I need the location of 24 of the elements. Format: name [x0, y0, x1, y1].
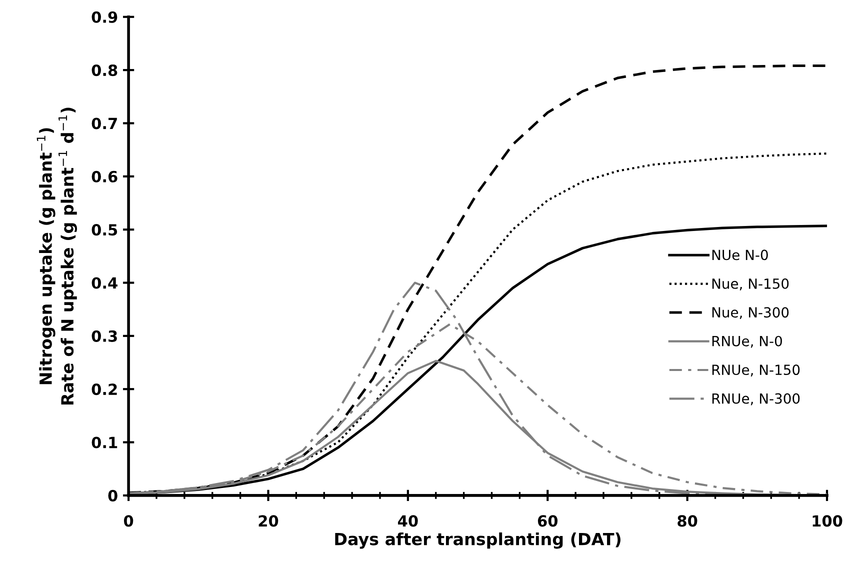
legend-label: Nue, N-300 — [712, 307, 789, 320]
y-tick-label: 0.6 — [92, 170, 118, 182]
x-tick-label: 20 — [258, 515, 278, 527]
legend-label: Nue, N-150 — [712, 278, 789, 290]
legend-label: RNUe, N-0 — [712, 336, 782, 348]
text: Nitrogen uptake (g plant$^{−1}$) Rate of N uptake (g plant$^{−1}$ d$^{−1}$) — [36, 108, 77, 404]
x-axis-title: Days after transplanting (DAT) — [335, 532, 620, 549]
y-tick-label: 0.2 — [92, 384, 117, 396]
y-tick-label: 0.8 — [92, 64, 118, 76]
legend-label: NUe N-0 — [712, 250, 768, 260]
x-tick-label: 40 — [398, 515, 418, 527]
legend-label: RNUe, N-150 — [712, 364, 800, 376]
y-tick-label: 0 — [108, 490, 118, 502]
x-tick-label: 60 — [538, 515, 558, 527]
y-tick-label: 0.4 — [92, 277, 118, 289]
y-tick-label: 0.7 — [92, 118, 117, 130]
y-tick-label: 0.9 — [92, 11, 118, 23]
legend-label: RNUe, N-300 — [712, 393, 800, 406]
x-tick-label: 0 — [124, 515, 134, 527]
y-tick-label: 0.5 — [92, 224, 118, 236]
y-tick-label: 0.1 — [92, 436, 118, 448]
y-tick-label: 0.3 — [92, 330, 117, 342]
x-tick-label: 100 — [812, 515, 842, 527]
x-tick-label: 80 — [678, 515, 698, 527]
